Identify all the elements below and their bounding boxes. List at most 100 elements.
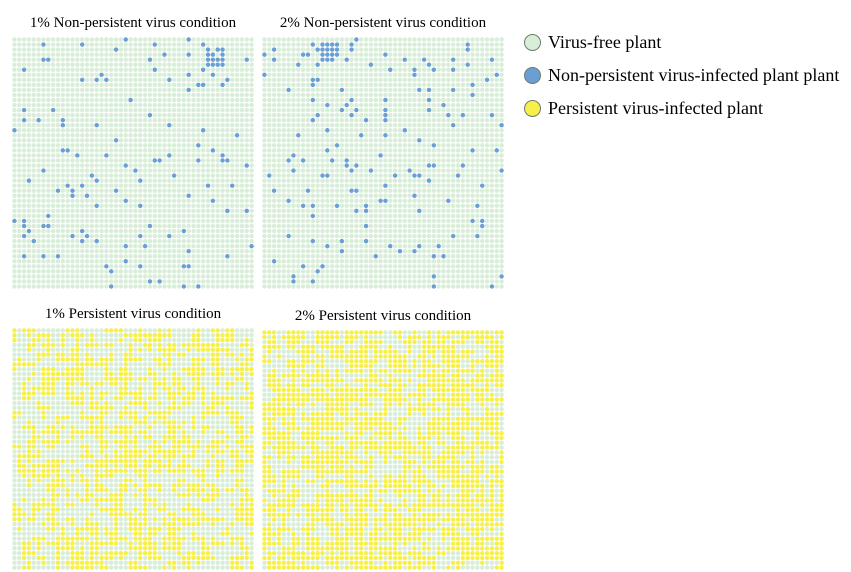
virus-free-plant bbox=[358, 233, 364, 239]
virus-free-plant bbox=[123, 72, 128, 78]
virus-free-plant bbox=[249, 82, 254, 88]
virus-free-plant bbox=[89, 82, 95, 88]
virus-free-plant bbox=[210, 193, 216, 198]
virus-free-plant bbox=[138, 37, 143, 42]
virus-free-plant bbox=[99, 158, 104, 163]
virus-free-plant bbox=[215, 259, 220, 264]
virus-free-plant bbox=[368, 269, 374, 274]
virus-free-plant bbox=[489, 269, 495, 274]
virus-free-plant bbox=[12, 87, 17, 93]
virus-free-plant bbox=[142, 228, 148, 234]
virus-free-plant bbox=[446, 188, 451, 193]
virus-free-plant bbox=[99, 37, 104, 42]
virus-free-plant bbox=[286, 213, 291, 219]
virus-free-plant bbox=[460, 52, 466, 57]
non-persistent-infected-plant bbox=[286, 158, 291, 163]
virus-free-plant bbox=[191, 218, 196, 224]
virus-free-plant bbox=[402, 269, 408, 274]
virus-free-plant bbox=[499, 228, 504, 234]
virus-free-plant bbox=[41, 133, 46, 138]
virus-free-plant bbox=[402, 42, 408, 47]
virus-free-plant bbox=[113, 52, 119, 57]
virus-free-plant bbox=[450, 92, 456, 98]
virus-free-plant bbox=[41, 178, 46, 183]
virus-free-plant bbox=[21, 208, 27, 214]
virus-free-plant bbox=[94, 47, 99, 52]
virus-free-plant bbox=[249, 188, 254, 193]
virus-free-plant bbox=[133, 158, 138, 163]
virus-free-plant bbox=[489, 178, 495, 183]
virus-free-plant bbox=[460, 107, 466, 113]
virus-free-plant bbox=[286, 133, 291, 138]
virus-free-plant bbox=[113, 128, 119, 133]
virus-free-plant bbox=[75, 112, 80, 118]
virus-free-plant bbox=[84, 259, 90, 264]
virus-free-plant bbox=[325, 67, 330, 72]
non-persistent-infected-plant bbox=[186, 264, 191, 269]
virus-free-plant bbox=[46, 148, 51, 153]
virus-free-plant bbox=[373, 208, 378, 214]
virus-free-plant bbox=[296, 148, 301, 153]
virus-free-plant bbox=[329, 269, 335, 274]
virus-free-plant bbox=[50, 52, 56, 57]
virus-free-plant bbox=[465, 233, 470, 239]
virus-free-plant bbox=[157, 193, 162, 198]
non-persistent-infected-plant bbox=[84, 193, 90, 198]
virus-free-plant bbox=[426, 228, 432, 234]
virus-free-plant bbox=[196, 128, 201, 133]
virus-free-plant bbox=[147, 218, 153, 224]
virus-free-plant bbox=[291, 259, 296, 264]
virus-free-plant bbox=[225, 188, 230, 193]
virus-free-plant bbox=[446, 264, 451, 269]
virus-free-plant bbox=[358, 102, 364, 108]
virus-free-plant bbox=[36, 133, 41, 138]
virus-free-plant bbox=[104, 92, 109, 98]
virus-free-plant bbox=[499, 183, 504, 188]
virus-free-plant bbox=[479, 117, 485, 123]
virus-free-plant bbox=[431, 158, 437, 163]
virus-free-plant bbox=[494, 62, 499, 67]
virus-free-plant bbox=[89, 67, 95, 72]
virus-free-plant bbox=[320, 259, 325, 264]
virus-free-plant bbox=[133, 82, 138, 88]
virus-free-plant bbox=[75, 92, 80, 98]
virus-free-plant bbox=[152, 133, 158, 138]
virus-free-plant bbox=[300, 82, 306, 88]
virus-free-plant bbox=[465, 269, 470, 274]
non-persistent-infected-plant bbox=[12, 128, 17, 133]
virus-free-plant bbox=[436, 178, 441, 183]
virus-free-plant bbox=[186, 97, 191, 103]
virus-free-plant bbox=[262, 173, 267, 178]
virus-free-plant bbox=[113, 107, 119, 113]
virus-free-plant bbox=[157, 77, 162, 83]
virus-free-plant bbox=[276, 183, 282, 188]
virus-free-plant bbox=[475, 183, 480, 188]
virus-free-plant bbox=[320, 153, 325, 158]
virus-free-plant bbox=[267, 52, 272, 57]
virus-free-plant bbox=[176, 42, 182, 47]
virus-free-plant bbox=[315, 264, 320, 269]
virus-free-plant bbox=[407, 284, 412, 289]
virus-free-plant bbox=[215, 67, 220, 72]
virus-free-plant bbox=[17, 57, 22, 62]
virus-free-plant bbox=[300, 208, 306, 214]
virus-free-plant bbox=[147, 243, 153, 249]
non-persistent-infected-plant bbox=[244, 163, 249, 168]
virus-free-plant bbox=[349, 238, 354, 244]
virus-free-plant bbox=[325, 188, 330, 193]
virus-free-plant bbox=[412, 228, 417, 234]
virus-free-plant bbox=[450, 107, 456, 113]
virus-free-plant bbox=[167, 243, 172, 249]
virus-free-plant bbox=[171, 112, 177, 118]
virus-free-plant bbox=[55, 284, 61, 289]
virus-free-plant bbox=[142, 52, 148, 57]
virus-free-plant bbox=[138, 243, 143, 249]
virus-free-plant bbox=[46, 72, 51, 78]
virus-free-plant bbox=[291, 52, 296, 57]
virus-free-plant bbox=[455, 72, 461, 78]
virus-free-plant bbox=[210, 254, 216, 259]
virus-free-plant bbox=[291, 72, 296, 78]
virus-free-plant bbox=[249, 92, 254, 98]
virus-free-plant bbox=[191, 47, 196, 52]
virus-free-plant bbox=[17, 143, 22, 148]
